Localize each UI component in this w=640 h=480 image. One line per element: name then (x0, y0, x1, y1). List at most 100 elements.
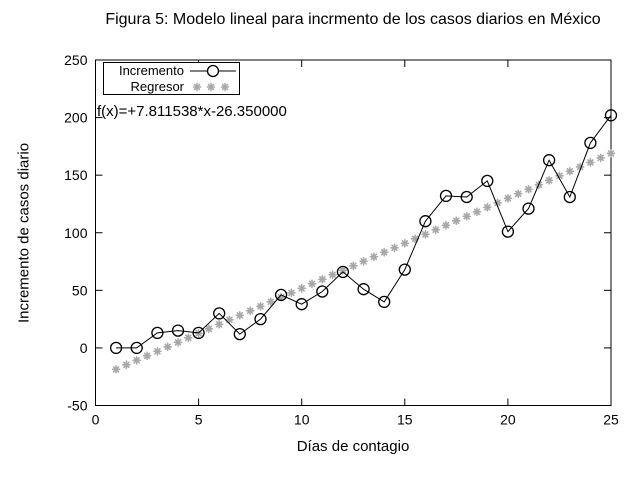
data-point-circle (213, 307, 226, 320)
regresor-point (256, 302, 265, 311)
regresor-point (544, 176, 554, 185)
regresor-point (390, 243, 399, 253)
chart-title: Figura 5: Modelo lineal para incrmento d… (105, 11, 601, 28)
regresor-point (503, 194, 513, 203)
x-tick-label: 10 (294, 412, 310, 428)
data-point-circle (563, 190, 576, 204)
legend-label-incremento: Incremento (118, 63, 184, 78)
data-point-circle (542, 154, 556, 167)
regresor-point (266, 297, 276, 307)
regresor-point (225, 315, 234, 325)
legend-row-regresor: Regresor (104, 79, 239, 95)
regresor-point (462, 212, 471, 221)
regresor-point (555, 171, 564, 181)
x-tick-label: 20 (500, 412, 516, 428)
data-point-circle (316, 285, 329, 298)
incremento-line (116, 115, 612, 349)
data-point-circle (357, 283, 370, 296)
regresor-point (318, 275, 327, 284)
y-tick-label: 0 (80, 340, 88, 356)
regresor-point (122, 360, 131, 370)
y-tick-label: 200 (64, 110, 88, 126)
x-tick-label: 15 (397, 412, 413, 428)
regresor-point (349, 261, 358, 271)
x-tick-label: 5 (195, 412, 203, 428)
data-point-circle (460, 190, 473, 204)
data-point-circle (501, 225, 515, 238)
data-point-circle (378, 295, 391, 309)
x-tick-label: 25 (603, 412, 619, 428)
legend-asterisk (206, 82, 216, 91)
legend: Incremento Regresor (103, 62, 240, 95)
regresor-point (606, 149, 616, 158)
data-point-circle (130, 341, 143, 355)
regresor-point (379, 248, 389, 257)
data-point-circle (171, 324, 185, 337)
y-axis-label: Incremento de casos diario (15, 142, 33, 324)
data-point-circle (419, 215, 432, 228)
regresor-point (245, 306, 255, 316)
regresor-point (276, 293, 286, 302)
regresor-point (369, 252, 379, 262)
legend-asterisk (220, 82, 230, 91)
regresor-point (132, 356, 141, 365)
regresor-point (328, 270, 337, 280)
regresor-point (297, 284, 306, 293)
regresor-point (184, 333, 193, 343)
data-point-circle (274, 288, 288, 302)
y-tick-label: 100 (64, 225, 88, 241)
data-point-circle (584, 136, 597, 150)
regresor-point (410, 234, 420, 244)
regresor-point (452, 216, 461, 226)
data-point-circle (398, 263, 411, 276)
incremento-series (109, 109, 618, 355)
regresor-point (524, 185, 533, 194)
x-axis-label: Días de contagio (296, 438, 410, 455)
line-circle-sample-icon (190, 64, 236, 77)
regresor-point (586, 158, 595, 167)
regresor-point (142, 351, 152, 361)
y-tick-label: 250 (64, 52, 88, 68)
data-point-circle (192, 326, 205, 340)
regresor-point (493, 198, 502, 208)
regresor-point (338, 266, 348, 275)
regresor-point (173, 338, 183, 347)
data-point-circle (522, 202, 535, 215)
regresor-point (214, 320, 224, 329)
regresor-point (596, 153, 605, 163)
data-point-circle (439, 189, 453, 203)
data-point-circle (336, 265, 350, 279)
x-tick-label: 0 (92, 412, 100, 428)
data-point-circle (481, 174, 494, 188)
legend-row-incremento: Incremento (104, 63, 239, 79)
legend-label-regresor: Regresor (130, 79, 184, 94)
regresor-point (204, 324, 214, 334)
regresor-point (153, 347, 162, 356)
regresor-point (400, 239, 410, 248)
data-point-circle (254, 312, 267, 326)
data-point-circle (109, 341, 123, 355)
regresor-point (472, 207, 482, 217)
regresor-point (513, 189, 523, 199)
regresor-point (359, 257, 368, 266)
regresor-point (575, 162, 585, 172)
regresor-point (441, 221, 451, 230)
legend-asterisk (192, 82, 202, 91)
regresor-point (431, 225, 440, 235)
asterisk-sample-icon (192, 82, 230, 91)
regresor-point (421, 230, 430, 239)
data-point-circle (604, 109, 618, 122)
regresor-point (307, 279, 317, 289)
regresor-point (483, 203, 492, 212)
data-point-circle (295, 298, 308, 311)
legend-circle (206, 64, 220, 77)
fit-equation-label: f(x)=+7.811538*x-26.350000 (97, 103, 287, 120)
y-tick-label: 50 (72, 282, 88, 298)
y-tick-label: -50 (67, 398, 87, 414)
data-point-circle (233, 327, 246, 341)
regresor-point (565, 167, 575, 176)
y-tick-label: 150 (64, 167, 88, 183)
regresor-point (111, 365, 121, 374)
